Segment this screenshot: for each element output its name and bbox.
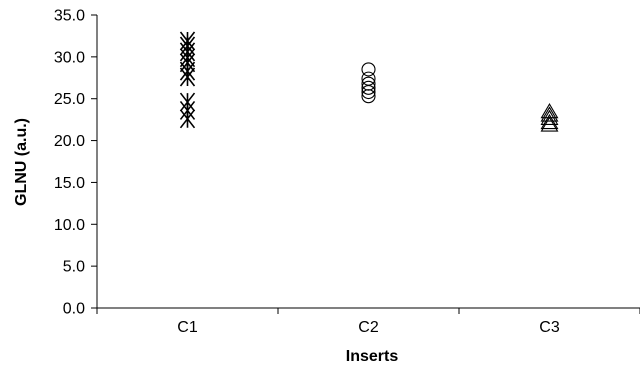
data-point-triangle [540,109,559,125]
axes [96,15,640,309]
data-point-star-x [179,67,196,87]
y-tick-label: 30.0 [54,49,85,66]
data-point-circle [361,80,376,95]
y-axis-title: GLNU (a.u.) [13,118,30,206]
data-point-circle [361,62,376,77]
y-tick-label: 5.0 [63,259,85,276]
x-ticks: C1 C2 C3 [96,308,640,336]
y-tick-label: 20.0 [54,133,85,150]
x-tick-label: C1 [177,319,198,336]
data-point-star-x [179,109,196,129]
y-ticks: 0.0 5.0 10.0 15.0 20.0 25.0 30.0 35.0 [54,8,97,318]
data-point-triangle [540,106,559,122]
y-tick-label: 35.0 [54,8,85,25]
x-axis-title: Inserts [346,348,399,365]
y-tick-label: 25.0 [54,91,85,108]
data-point-triangle [540,116,559,132]
y-tick-label: 10.0 [54,217,85,234]
x-tick-label: C3 [539,319,560,336]
y-tick-label: 0.0 [63,301,85,318]
data-point-circle [361,84,376,100]
x-tick-label: C2 [358,319,379,336]
data-point-triangle [540,113,559,130]
data-point-circle [361,89,376,104]
y-tick-label: 15.0 [54,175,85,192]
data-marks [179,31,559,132]
